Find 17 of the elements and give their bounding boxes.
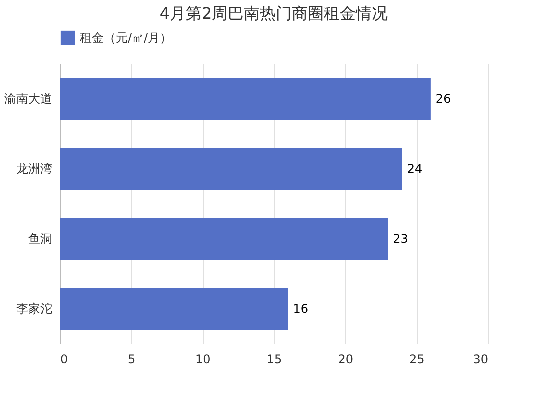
- x-tick-label: 25: [410, 352, 425, 366]
- y-tick-label: 渝南大道: [4, 92, 52, 106]
- chart-title: 4月第2周巴南热门商圈租金情况: [160, 4, 388, 23]
- x-tick-label: 5: [128, 352, 136, 366]
- y-tick-label: 李家沱: [16, 302, 52, 316]
- legend-label: 租金（元/㎡/月）: [80, 31, 172, 45]
- y-tick-label: 龙洲湾: [16, 162, 52, 176]
- x-tick-label: 10: [196, 352, 211, 366]
- x-tick-label: 15: [266, 352, 282, 366]
- x-tick-label: 30: [473, 352, 488, 366]
- y-tick-label: 鱼洞: [28, 232, 52, 246]
- data-label: 26: [436, 92, 452, 106]
- data-label: 16: [293, 302, 309, 316]
- x-tick-label: 20: [338, 352, 354, 366]
- data-label: 23: [393, 232, 408, 246]
- x-tick-label: 0: [60, 352, 68, 366]
- data-label: 24: [407, 162, 423, 176]
